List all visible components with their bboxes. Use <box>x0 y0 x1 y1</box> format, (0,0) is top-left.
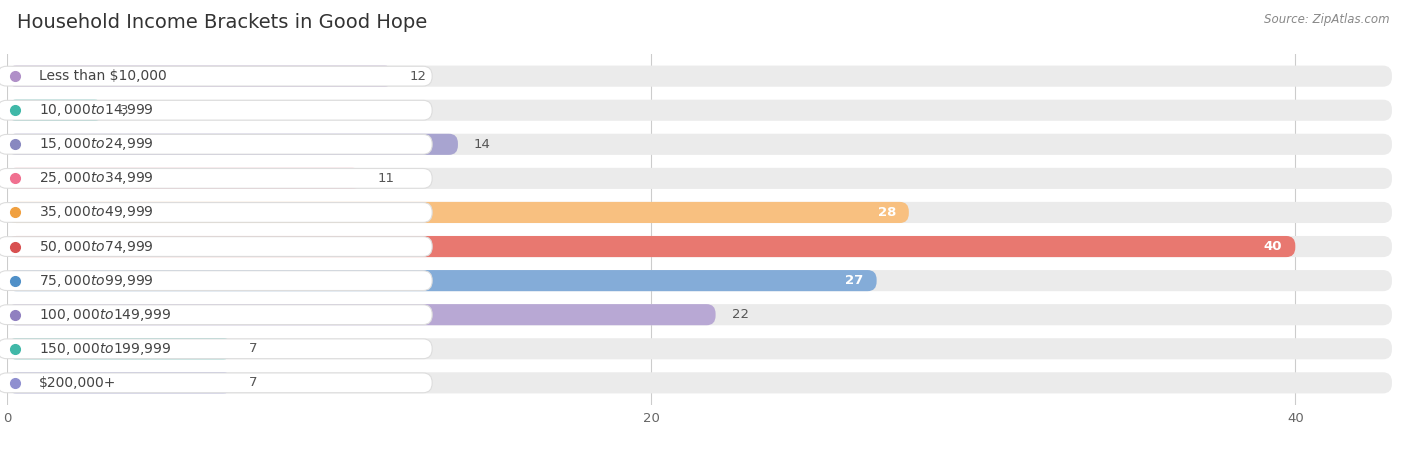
FancyBboxPatch shape <box>0 168 432 188</box>
FancyBboxPatch shape <box>7 66 1392 87</box>
FancyBboxPatch shape <box>0 237 432 256</box>
Text: $10,000 to $14,999: $10,000 to $14,999 <box>39 102 155 118</box>
FancyBboxPatch shape <box>7 134 458 155</box>
FancyBboxPatch shape <box>7 304 716 325</box>
FancyBboxPatch shape <box>7 236 1392 257</box>
Text: $50,000 to $74,999: $50,000 to $74,999 <box>39 238 155 255</box>
Text: 7: 7 <box>249 342 257 355</box>
FancyBboxPatch shape <box>0 271 432 291</box>
FancyBboxPatch shape <box>7 338 1392 360</box>
Text: $25,000 to $34,999: $25,000 to $34,999 <box>39 171 155 186</box>
FancyBboxPatch shape <box>7 338 232 360</box>
Text: 27: 27 <box>845 274 863 287</box>
Text: Less than $10,000: Less than $10,000 <box>39 69 167 83</box>
FancyBboxPatch shape <box>7 270 1392 291</box>
Text: $100,000 to $149,999: $100,000 to $149,999 <box>39 307 172 323</box>
FancyBboxPatch shape <box>0 305 432 324</box>
FancyBboxPatch shape <box>0 373 432 393</box>
Text: 7: 7 <box>249 376 257 389</box>
Text: 40: 40 <box>1264 240 1282 253</box>
Text: 11: 11 <box>377 172 395 185</box>
Text: Source: ZipAtlas.com: Source: ZipAtlas.com <box>1264 14 1389 27</box>
FancyBboxPatch shape <box>0 100 432 120</box>
FancyBboxPatch shape <box>0 202 432 222</box>
FancyBboxPatch shape <box>7 202 908 223</box>
Text: Household Income Brackets in Good Hope: Household Income Brackets in Good Hope <box>17 14 427 32</box>
FancyBboxPatch shape <box>7 99 1392 121</box>
FancyBboxPatch shape <box>7 372 1392 393</box>
Text: 3: 3 <box>120 104 128 117</box>
FancyBboxPatch shape <box>7 236 1295 257</box>
FancyBboxPatch shape <box>7 270 876 291</box>
Text: $15,000 to $24,999: $15,000 to $24,999 <box>39 136 155 152</box>
Text: $150,000 to $199,999: $150,000 to $199,999 <box>39 341 172 357</box>
FancyBboxPatch shape <box>0 66 432 86</box>
FancyBboxPatch shape <box>0 339 432 359</box>
FancyBboxPatch shape <box>7 168 361 189</box>
Text: $75,000 to $99,999: $75,000 to $99,999 <box>39 273 155 288</box>
FancyBboxPatch shape <box>0 135 432 154</box>
Text: 12: 12 <box>409 70 426 83</box>
Text: 14: 14 <box>474 138 491 151</box>
FancyBboxPatch shape <box>7 134 1392 155</box>
Text: 28: 28 <box>877 206 896 219</box>
FancyBboxPatch shape <box>7 99 104 121</box>
FancyBboxPatch shape <box>7 202 1392 223</box>
Text: 22: 22 <box>731 308 748 321</box>
FancyBboxPatch shape <box>7 168 1392 189</box>
FancyBboxPatch shape <box>7 372 232 393</box>
FancyBboxPatch shape <box>7 304 1392 325</box>
Text: $200,000+: $200,000+ <box>39 376 117 390</box>
Text: $35,000 to $49,999: $35,000 to $49,999 <box>39 204 155 220</box>
FancyBboxPatch shape <box>7 66 394 87</box>
